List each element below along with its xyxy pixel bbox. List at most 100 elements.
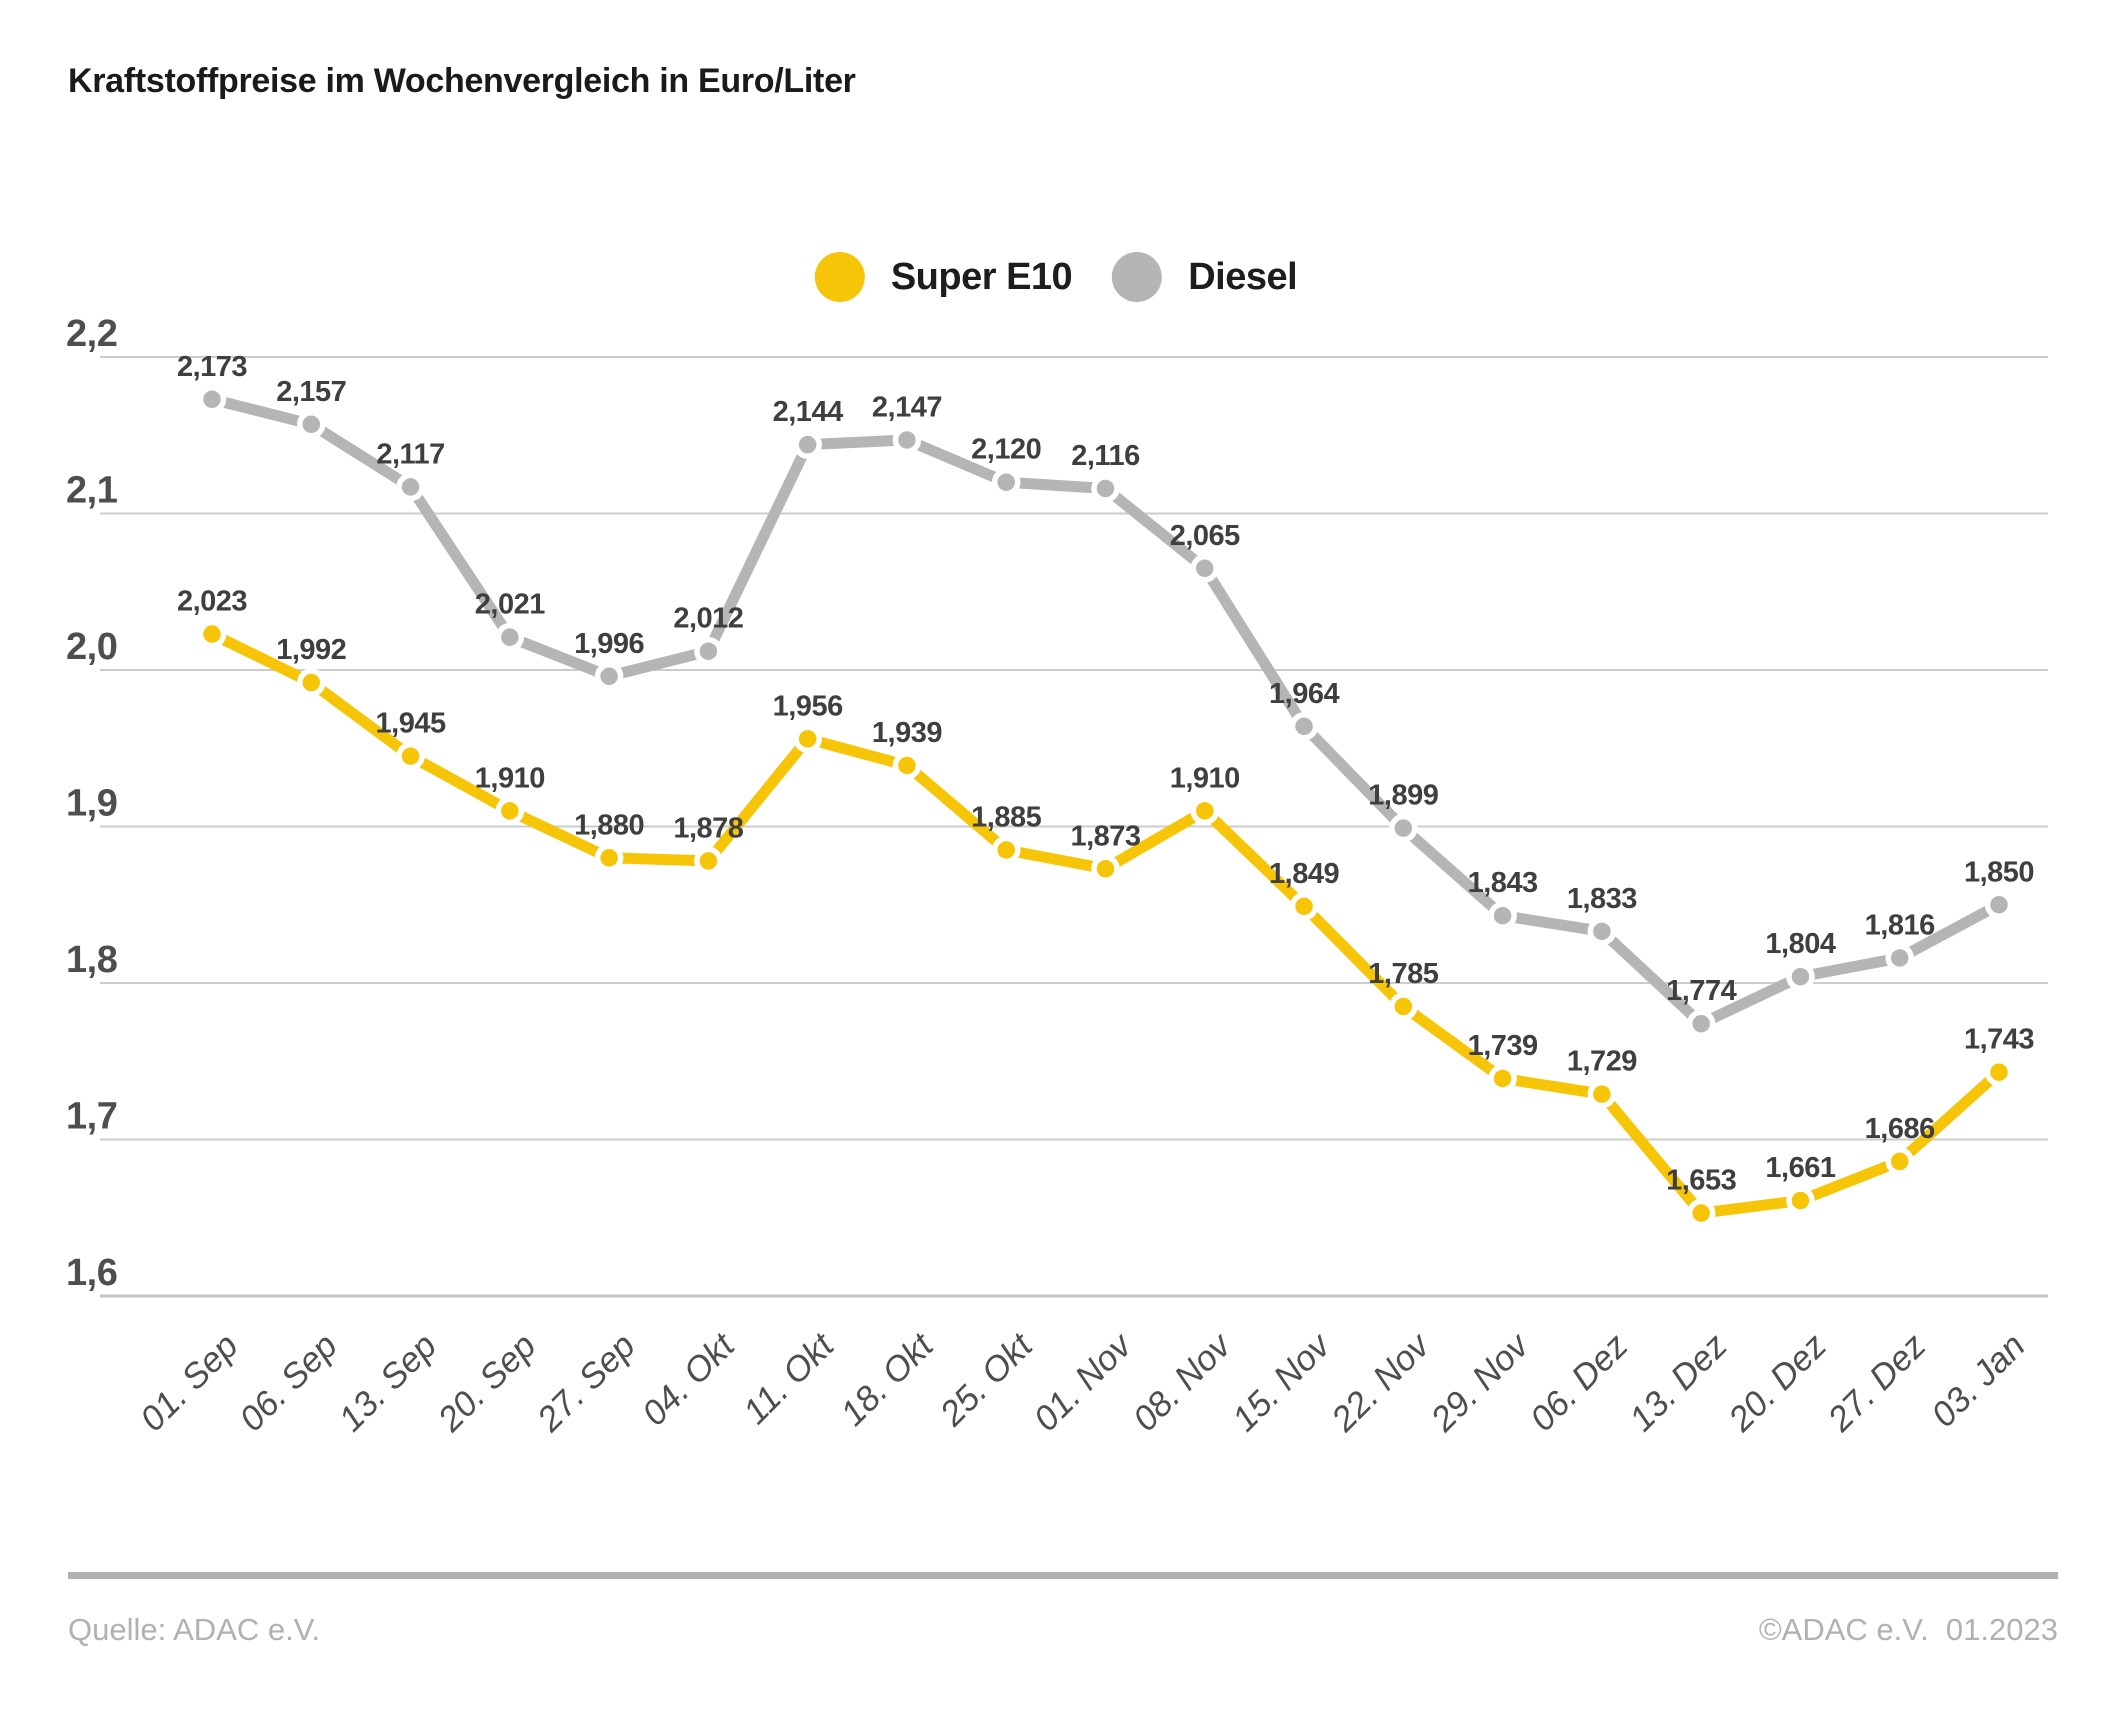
data-label-super-e10: 1,729 xyxy=(1567,1046,1637,1078)
x-axis-tick-label: 06. Dez xyxy=(1523,1326,1636,1439)
x-axis-tick-label: 01. Sep xyxy=(133,1326,246,1439)
data-point-diesel xyxy=(495,622,525,652)
data-point-super-e10 xyxy=(1289,892,1319,921)
data-point-super-e10 xyxy=(1786,1186,1815,1215)
x-axis-tick-label: 20. Dez xyxy=(1721,1326,1835,1440)
data-point-diesel xyxy=(991,467,1021,497)
data-label-super-e10: 1,653 xyxy=(1666,1165,1736,1197)
data-label-diesel: 2,012 xyxy=(673,603,743,635)
data-label-super-e10: 1,885 xyxy=(971,801,1041,833)
data-label-super-e10: 1,743 xyxy=(1964,1024,2034,1056)
data-label-diesel: 2,173 xyxy=(177,351,247,383)
data-point-super-e10 xyxy=(396,741,425,771)
data-point-diesel xyxy=(892,425,922,455)
data-label-diesel: 1,804 xyxy=(1765,928,1835,960)
x-axis-tick-label: 20. Sep xyxy=(430,1326,544,1440)
data-point-super-e10 xyxy=(594,843,624,873)
legend-label-super-e10: Super E10 xyxy=(890,255,1073,298)
data-point-diesel xyxy=(1885,943,1914,973)
y-axis-tick-label: 1,8 xyxy=(66,939,117,981)
data-point-super-e10 xyxy=(1885,1147,1914,1176)
data-point-diesel xyxy=(197,385,227,414)
data-point-super-e10 xyxy=(1488,1064,1517,1093)
data-label-super-e10: 1,739 xyxy=(1468,1030,1538,1062)
data-label-diesel: 2,157 xyxy=(276,376,346,408)
data-label-diesel: 1,843 xyxy=(1468,867,1538,899)
x-axis-tick-label: 06. Sep xyxy=(232,1326,345,1439)
data-label-super-e10: 2,023 xyxy=(177,586,247,618)
y-axis-tick-label: 2,0 xyxy=(66,626,117,668)
data-point-super-e10 xyxy=(1190,796,1220,826)
data-point-diesel xyxy=(594,662,624,691)
copyright-text: ©ADAC e.V. 01.2023 xyxy=(1758,1612,2058,1647)
x-axis-tick-label: 04. Okt xyxy=(635,1325,743,1433)
data-label-diesel: 2,147 xyxy=(872,391,942,423)
x-axis-tick-label: 27. Sep xyxy=(529,1326,643,1440)
data-point-diesel xyxy=(1289,712,1319,741)
y-axis-tick-label: 1,6 xyxy=(66,1252,117,1294)
data-label-super-e10: 1,939 xyxy=(872,717,942,749)
series-line-super-e10 xyxy=(209,629,2003,1219)
data-label-diesel: 2,117 xyxy=(376,438,444,470)
data-point-super-e10 xyxy=(1587,1079,1617,1109)
data-point-diesel xyxy=(1587,917,1617,946)
data-point-super-e10 xyxy=(892,751,922,780)
legend-dot-super-e10 xyxy=(814,252,865,302)
x-axis-tick-label: 18. Okt xyxy=(833,1325,941,1433)
data-point-diesel xyxy=(297,410,326,439)
data-point-diesel xyxy=(694,636,723,666)
data-point-diesel xyxy=(1686,1009,1716,1038)
y-axis-tick-label: 2,1 xyxy=(66,470,118,512)
data-label-super-e10: 1,878 xyxy=(673,812,743,844)
x-axis-tick-label: 01. Nov xyxy=(1026,1324,1141,1439)
data-point-diesel xyxy=(1190,554,1220,583)
y-axis-tick-label: 1,7 xyxy=(66,1096,117,1138)
data-label-super-e10: 1,849 xyxy=(1269,858,1339,890)
x-axis-tick-label: 27. Dez xyxy=(1820,1326,1934,1440)
data-point-super-e10 xyxy=(197,619,227,649)
x-axis-tick-label: 08. Nov xyxy=(1126,1324,1241,1439)
data-label-super-e10: 1,880 xyxy=(574,809,644,841)
data-point-diesel xyxy=(1786,962,1815,991)
data-label-diesel: 1,899 xyxy=(1368,780,1438,812)
data-point-super-e10 xyxy=(1984,1057,2014,1087)
data-label-diesel: 1,850 xyxy=(1964,856,2034,888)
data-label-super-e10: 1,686 xyxy=(1865,1113,1935,1145)
data-label-diesel: 1,833 xyxy=(1567,883,1637,915)
x-axis-tick-label: 15. Nov xyxy=(1225,1324,1340,1439)
data-label-super-e10: 1,956 xyxy=(773,690,843,722)
data-label-diesel: 2,021 xyxy=(475,589,545,621)
data-label-diesel: 2,116 xyxy=(1071,440,1140,472)
data-point-diesel xyxy=(793,430,822,459)
x-axis-tick-label: 25. Okt xyxy=(932,1325,1041,1434)
data-label-diesel: 1,964 xyxy=(1269,678,1339,710)
data-label-diesel: 2,065 xyxy=(1170,520,1240,552)
data-point-super-e10 xyxy=(694,846,723,876)
data-label-super-e10: 1,910 xyxy=(1170,762,1240,794)
data-point-diesel xyxy=(396,472,425,502)
data-point-super-e10 xyxy=(1091,854,1120,884)
data-point-super-e10 xyxy=(793,724,822,754)
data-label-diesel: 2,120 xyxy=(971,434,1041,466)
data-label-diesel: 2,144 xyxy=(773,396,843,428)
data-label-super-e10: 1,873 xyxy=(1070,820,1140,852)
data-label-diesel: 1,816 xyxy=(1865,909,1935,941)
data-point-diesel xyxy=(1389,813,1418,843)
data-point-super-e10 xyxy=(297,668,326,697)
data-point-diesel xyxy=(1488,901,1517,930)
x-axis-tick-label: 11. Okt xyxy=(736,1325,842,1431)
data-point-diesel xyxy=(1091,474,1120,503)
x-axis-tick-label: 22. Nov xyxy=(1323,1324,1438,1439)
data-label-diesel: 1,774 xyxy=(1666,975,1736,1007)
data-point-super-e10 xyxy=(1686,1198,1716,1228)
y-axis-tick-label: 2,2 xyxy=(66,313,117,355)
y-axis-tick-label: 1,9 xyxy=(66,783,117,825)
data-point-super-e10 xyxy=(991,835,1021,865)
source-text: Quelle: ADAC e.V. xyxy=(68,1612,321,1647)
legend-dot-diesel xyxy=(1112,252,1163,302)
footer-divider xyxy=(68,1572,2058,1579)
data-label-super-e10: 1,945 xyxy=(376,708,446,740)
data-label-super-e10: 1,785 xyxy=(1368,958,1438,990)
